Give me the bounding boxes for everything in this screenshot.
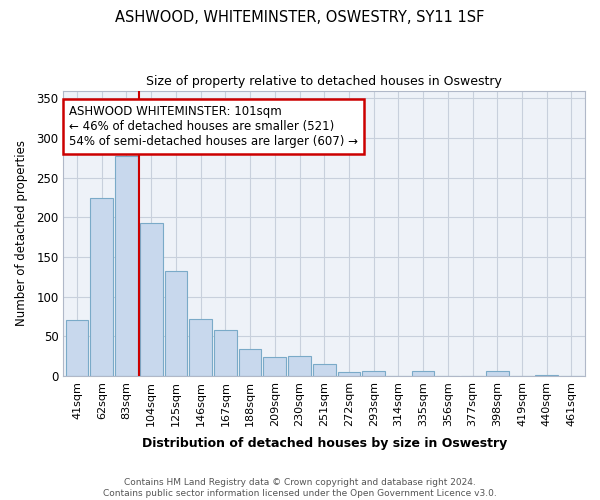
- Bar: [65, 320, 88, 376]
- Text: ASHWOOD WHITEMINSTER: 101sqm
← 46% of detached houses are smaller (521)
54% of s: ASHWOOD WHITEMINSTER: 101sqm ← 46% of de…: [68, 105, 358, 148]
- Bar: [412, 371, 434, 376]
- Bar: [486, 371, 509, 376]
- Bar: [91, 198, 113, 376]
- Y-axis label: Number of detached properties: Number of detached properties: [15, 140, 28, 326]
- Bar: [288, 356, 311, 376]
- Bar: [189, 319, 212, 376]
- Text: Contains HM Land Registry data © Crown copyright and database right 2024.
Contai: Contains HM Land Registry data © Crown c…: [103, 478, 497, 498]
- Title: Size of property relative to detached houses in Oswestry: Size of property relative to detached ho…: [146, 75, 502, 88]
- Bar: [140, 223, 163, 376]
- Bar: [362, 371, 385, 376]
- X-axis label: Distribution of detached houses by size in Oswestry: Distribution of detached houses by size …: [142, 437, 507, 450]
- Bar: [338, 372, 361, 376]
- Bar: [535, 375, 558, 376]
- Bar: [239, 349, 262, 376]
- Bar: [214, 330, 237, 376]
- Bar: [115, 156, 138, 376]
- Bar: [313, 364, 335, 376]
- Bar: [263, 357, 286, 376]
- Text: ASHWOOD, WHITEMINSTER, OSWESTRY, SY11 1SF: ASHWOOD, WHITEMINSTER, OSWESTRY, SY11 1S…: [115, 10, 485, 25]
- Bar: [164, 272, 187, 376]
